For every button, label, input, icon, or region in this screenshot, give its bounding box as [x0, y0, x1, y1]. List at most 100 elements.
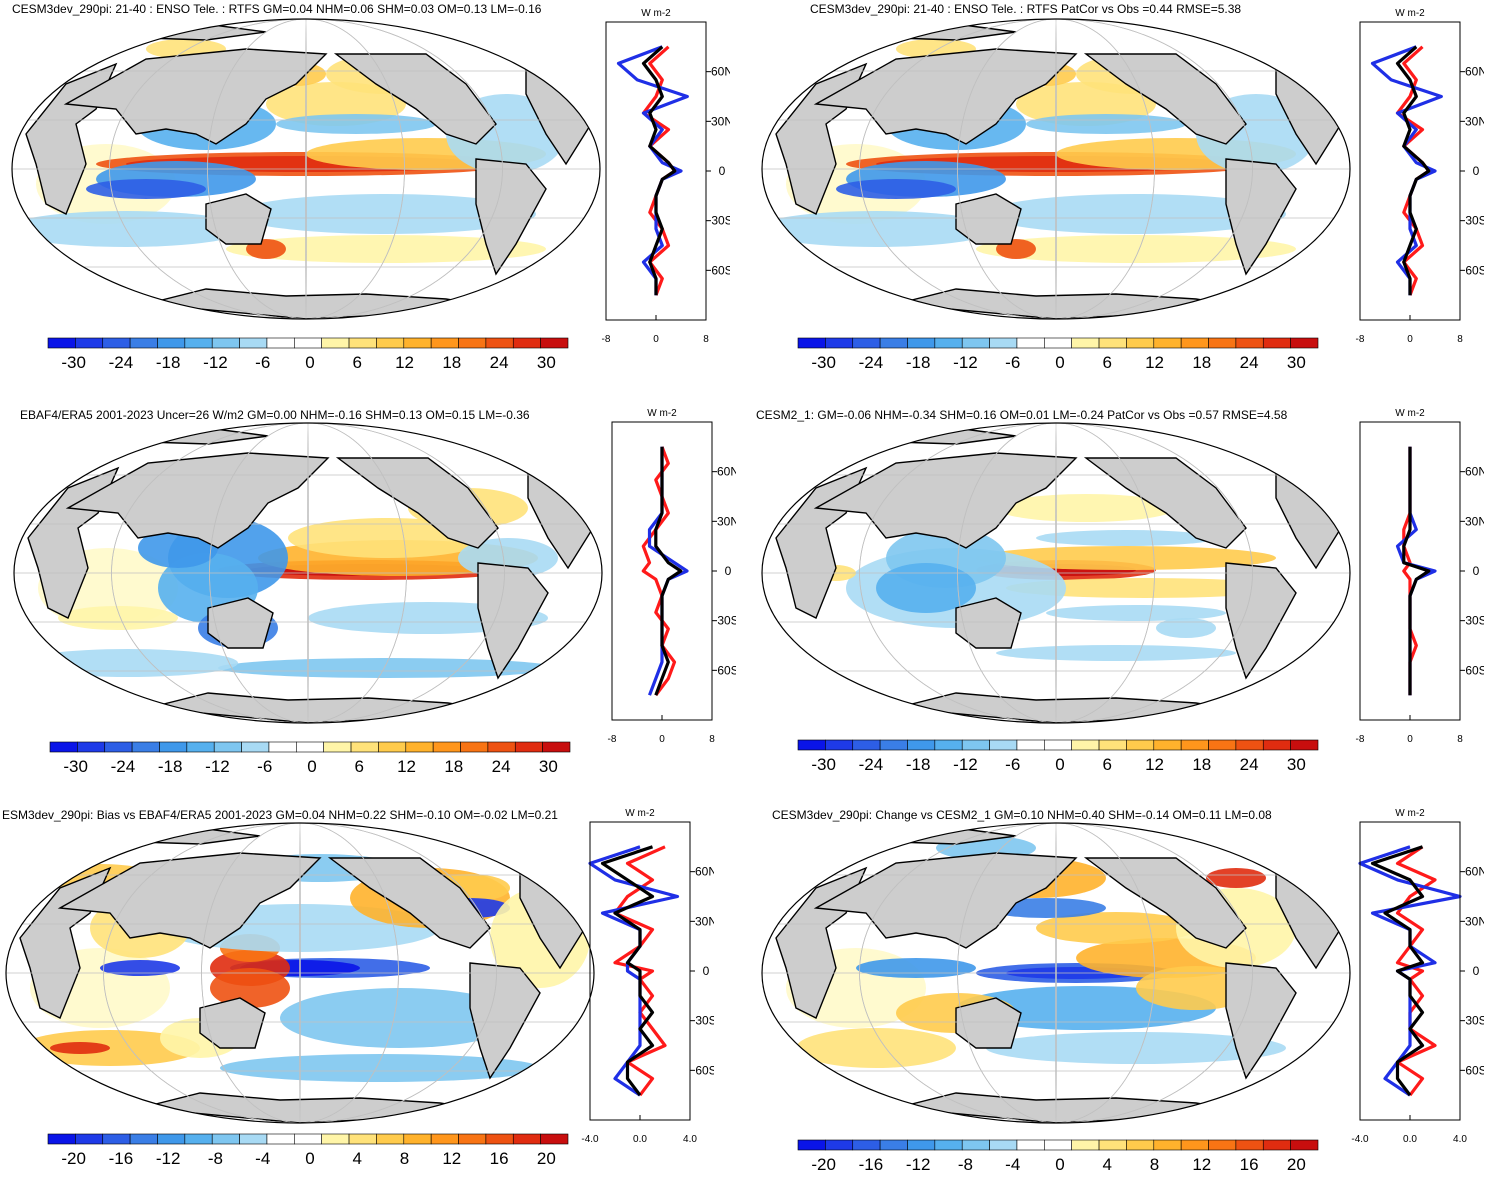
x-tick-label: -8 [1356, 334, 1365, 345]
meridian-line [859, 19, 1253, 319]
field-contour [220, 1054, 540, 1082]
lat-tick-label: 0 [1473, 964, 1480, 978]
colorbar-swatch [1016, 337, 1045, 349]
colorbar-swatch [348, 337, 377, 349]
field-contour [236, 194, 536, 234]
profile-line-model [641, 446, 677, 697]
colorbar-label: 0 [305, 353, 314, 372]
panel-title: ESM3dev_290pi: Bias vs EBAF4/ERA5 2001-2… [2, 808, 558, 822]
lat-tick-label: 0 [725, 564, 732, 578]
colorbar-swatch [1016, 739, 1045, 751]
meridian-line [209, 423, 407, 723]
colorbar-swatch [296, 741, 324, 753]
colorbar-swatch [1262, 739, 1291, 751]
colorbar-swatch [989, 1139, 1018, 1151]
lat-tick-label: 30N [1465, 114, 1484, 128]
colorbar-swatch [825, 1139, 854, 1151]
lat-tick-label: 30S [717, 614, 736, 628]
colorbar-label: 0 [1055, 755, 1064, 774]
colorbar-label: 24 [1240, 755, 1259, 774]
colorbar-label: -30 [61, 353, 86, 372]
field-contour [210, 968, 290, 1008]
colorbar-label: 16 [1240, 1155, 1259, 1174]
lat-tick-label: 30N [1465, 514, 1484, 528]
colorbar-swatch [1126, 739, 1155, 751]
colorbar-label: -6 [255, 353, 270, 372]
colorbar-label: -12 [953, 755, 978, 774]
colorbar-label: 8 [1150, 1155, 1159, 1174]
lat-tick-label: 0 [1473, 164, 1480, 178]
field-contour [996, 494, 1176, 522]
profile-unit: W m-2 [1395, 8, 1425, 19]
colorbar-swatch [825, 739, 854, 751]
colorbar-swatch [266, 337, 295, 349]
colorbar-label: -24 [109, 353, 134, 372]
colorbar-label: -30 [63, 757, 88, 776]
colorbar-label: -12 [953, 353, 978, 372]
land-mass [207, 597, 274, 649]
colorbar-label: -30 [811, 755, 836, 774]
colorbar-label: 0 [307, 757, 316, 776]
field-contour [280, 988, 520, 1048]
colorbar-swatch [432, 741, 461, 753]
lat-tick-label: 60N [1465, 865, 1484, 879]
field-contour [996, 645, 1236, 661]
colorbar-swatch [1153, 739, 1182, 751]
profile-frame [1359, 821, 1461, 1121]
land-mass [477, 562, 549, 680]
lat-tick-label: 60N [695, 865, 714, 879]
land-mass [327, 857, 491, 949]
land-mass [469, 962, 541, 1080]
land-mass [1083, 857, 1247, 949]
panel-rtfs-patcor: CESM3dev_290pi: 21-40 : ENSO Tele. : RTF… [748, 0, 1496, 380]
colorbar-label: -18 [158, 757, 183, 776]
lat-tick-label: 30N [711, 114, 730, 128]
x-tick-label: 8 [1457, 334, 1463, 345]
colorbar-swatch [348, 1133, 377, 1145]
colorbar-label: 6 [355, 757, 364, 776]
colorbar-swatch [1180, 1139, 1209, 1151]
x-tick-label: 8 [703, 334, 709, 345]
colorbar-label: 24 [492, 757, 511, 776]
lat-tick-label: 60S [711, 263, 730, 277]
field-contour [1046, 605, 1226, 621]
colorbar-label: 30 [1287, 755, 1306, 774]
colorbar-label: 24 [490, 353, 509, 372]
lat-tick-label: 60S [717, 663, 736, 677]
colorbar-label: -12 [906, 1155, 931, 1174]
meridian-line [1055, 19, 1057, 319]
land-mass [335, 457, 499, 549]
x-tick-label: 8 [709, 734, 715, 745]
colorbar-swatch [211, 1133, 240, 1145]
x-tick-label: 0 [653, 334, 659, 345]
colorbar-swatch [211, 337, 240, 349]
colorbar-label: 12 [397, 757, 416, 776]
colorbar-swatch [376, 1133, 405, 1145]
colorbar-swatch [129, 1133, 158, 1145]
map-outline [761, 422, 1351, 724]
colorbar-swatch [1126, 1139, 1155, 1151]
zonal-profile: W m-2 60N 30N 0 30S 60S -8 0 8 [1356, 408, 1484, 745]
meridian-line [201, 823, 399, 1123]
field-contour [796, 1028, 956, 1068]
colorbar-label: -18 [156, 353, 181, 372]
colorbar-swatch [1044, 337, 1072, 349]
colorbar-label: 6 [1103, 755, 1112, 774]
colorbar-label: 0 [1055, 353, 1064, 372]
colorbar-swatch [1208, 739, 1237, 751]
colorbar-swatch [184, 337, 213, 349]
profile-line-diff [654, 446, 683, 696]
x-tick-label: -4.0 [1351, 1134, 1369, 1145]
panel-rtfs-model: CESM3dev_290pi: 21-40 : ENSO Tele. : RTF… [0, 0, 740, 380]
colorbar-label: 4 [353, 1149, 362, 1168]
profile-unit: W m-2 [647, 408, 677, 419]
colorbar-swatch [961, 1139, 990, 1151]
map-plot [13, 422, 603, 724]
colorbar-swatch [542, 741, 571, 753]
colorbar-swatch [49, 741, 78, 753]
profile-line-obs [616, 45, 689, 296]
lat-tick-label: 30S [695, 1014, 714, 1028]
panel-title: CESM3dev_290pi: 21-40 : ENSO Tele. : RTF… [12, 2, 542, 16]
colorbar-swatch [1098, 337, 1127, 349]
x-tick-label: 4.0 [683, 1134, 697, 1145]
